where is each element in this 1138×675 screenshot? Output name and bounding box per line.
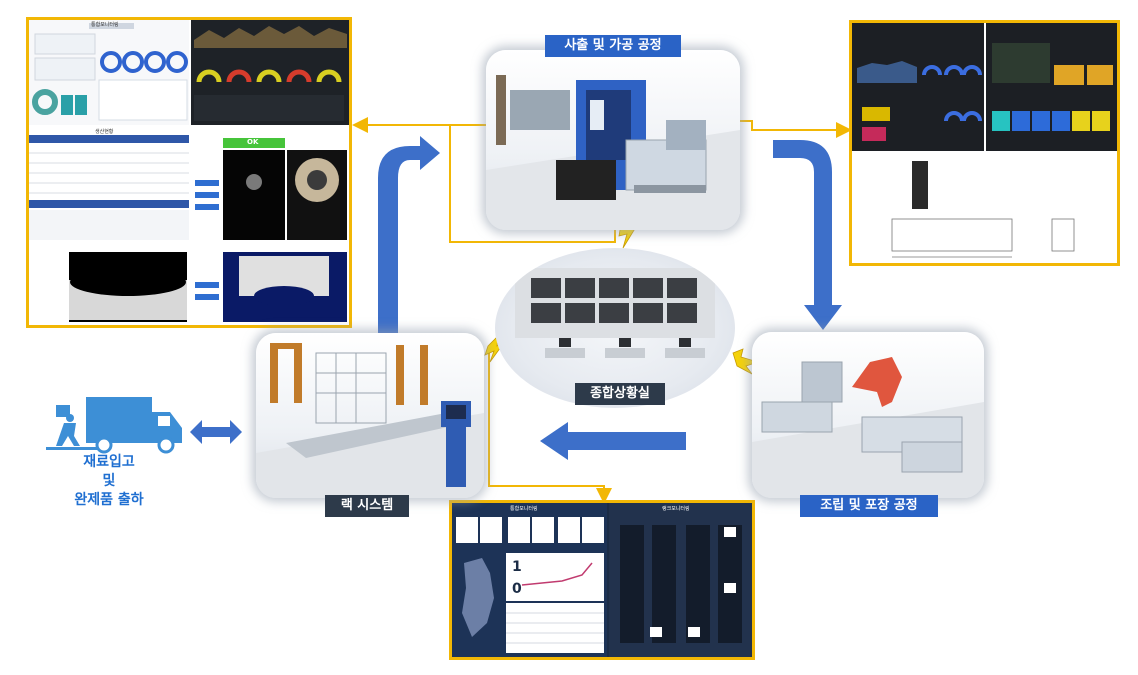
left-dashboard-title: 통합모니터링 bbox=[91, 22, 119, 28]
left-dashboard-art bbox=[29, 20, 349, 325]
injection-machine-art bbox=[486, 75, 740, 230]
flow-arrow-injection-down-to-assembly bbox=[773, 140, 842, 330]
flow-arrow-assembly-to-rack bbox=[540, 422, 686, 460]
control-room-scene bbox=[495, 248, 735, 408]
bottom-dashboard-title: 통합모니터링 bbox=[510, 506, 538, 512]
connector-injection-to-left-dashboard bbox=[449, 124, 616, 243]
control-room-art bbox=[515, 268, 715, 358]
flow-arrow-material-bidirectional bbox=[190, 420, 242, 444]
assembly-line-art bbox=[752, 357, 984, 498]
flow-arrow-rack-up-to-injection bbox=[378, 136, 440, 335]
material-caption-line2: 및 bbox=[102, 473, 116, 489]
right-monitoring-dashboard bbox=[849, 20, 1120, 266]
donut-gauges bbox=[100, 51, 188, 73]
bottom-dashboard-counter-2: 0 bbox=[512, 581, 522, 597]
left-monitoring-dashboard: 통합모니터링 생산현황 OK bbox=[26, 17, 352, 328]
right-dashboard-art bbox=[852, 23, 1117, 263]
left-dashboard-ok-status: OK bbox=[247, 138, 259, 146]
assembly-process-label: 조립 및 포장 공정 bbox=[800, 495, 938, 517]
material-caption-line1: 재료입고 bbox=[83, 454, 135, 470]
bottom-monitoring-dashboard: 통합모니터링 랭크모니터링 1 0 bbox=[449, 500, 755, 660]
assembly-process-scene bbox=[752, 332, 984, 498]
connector-rack-to-bottom-dashboard bbox=[488, 352, 612, 504]
rack-system-art bbox=[256, 343, 484, 498]
material-caption-line3: 완제품 출하 bbox=[74, 492, 144, 508]
worker-with-box-icon bbox=[56, 405, 80, 446]
left-dashboard-section-title: 생산현황 bbox=[95, 129, 114, 135]
injection-process-label: 사출 및 가공 공정 bbox=[545, 35, 681, 57]
control-room-label: 종합상황실 bbox=[575, 383, 665, 405]
rack-system-label: 랙 시스템 bbox=[325, 495, 409, 517]
injection-process-scene bbox=[486, 50, 740, 230]
rack-system-scene bbox=[256, 333, 484, 498]
material-caption: 재료입고 및 완제품 출하 bbox=[54, 453, 164, 510]
bottom-dashboard-panel-title: 랭크모니터링 bbox=[662, 506, 690, 512]
connector-injection-to-right-dashboard bbox=[740, 120, 852, 138]
bottom-dashboard-counter: 1 bbox=[512, 559, 522, 575]
bottom-dashboard-art bbox=[452, 503, 752, 657]
